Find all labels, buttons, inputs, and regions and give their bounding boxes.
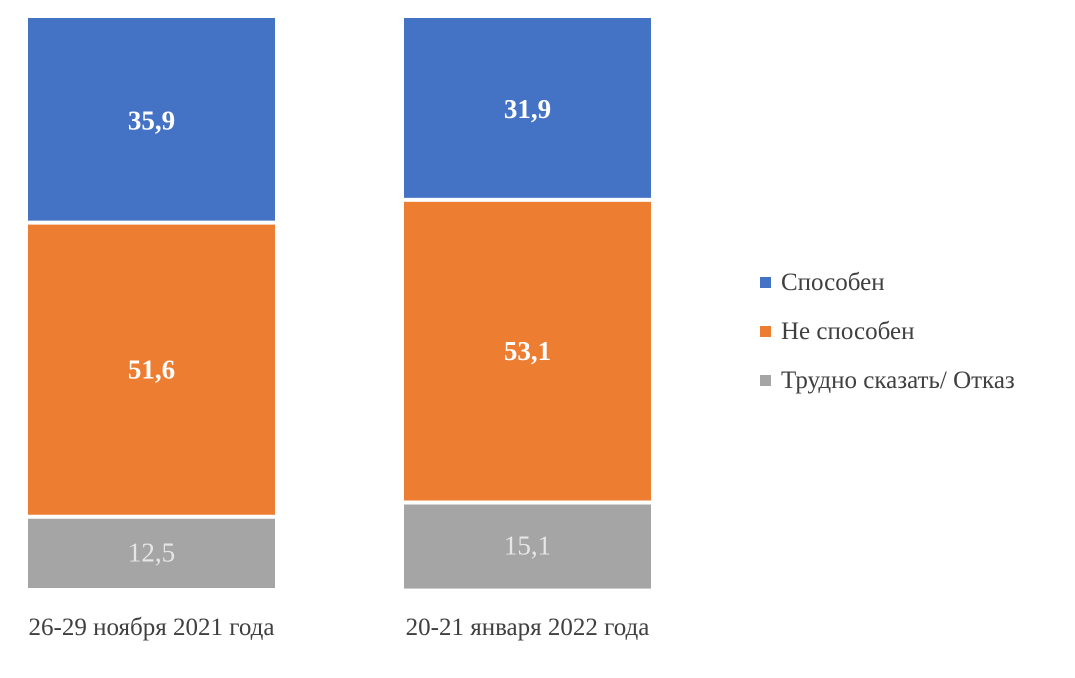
data-label-1-0: 51,6	[128, 355, 175, 385]
bar-segment-2-0	[28, 518, 275, 588]
category-label-1: 20-21 января 2022 года	[406, 614, 650, 641]
bar-segment-0-1	[404, 18, 651, 198]
data-label-0-0: 35,9	[128, 105, 175, 135]
data-label-2-0: 12,5	[128, 537, 175, 567]
legend-label-ne-sposoben: Не способен	[781, 317, 915, 345]
data-label-1-1: 53,1	[504, 336, 551, 366]
legend-item-trudno-skazat: Трудно сказать/ Отказ	[760, 356, 1015, 405]
category-label-0: 26-29 ноября 2021 года	[29, 614, 275, 641]
legend-item-ne-sposoben: Не способен	[760, 307, 1015, 356]
legend-swatch-trudno-skazat	[760, 375, 771, 386]
bar-segment-1-0	[28, 224, 275, 515]
data-label-0-1: 31,9	[504, 94, 551, 124]
legend-swatch-sposoben	[760, 277, 771, 288]
legend-label-trudno-skazat: Трудно сказать/ Отказ	[781, 366, 1015, 394]
bar-segment-2-1	[404, 504, 651, 589]
legend-label-sposoben: Способен	[781, 268, 885, 296]
bar-segment-0-0	[28, 18, 275, 221]
data-label-2-1: 15,1	[504, 531, 551, 561]
bar-segment-1-1	[404, 201, 651, 501]
legend-swatch-ne-sposoben	[760, 326, 771, 337]
legend-item-sposoben: Способен	[760, 258, 1015, 307]
legend: Способен Не способен Трудно сказать/ Отк…	[760, 258, 1015, 405]
